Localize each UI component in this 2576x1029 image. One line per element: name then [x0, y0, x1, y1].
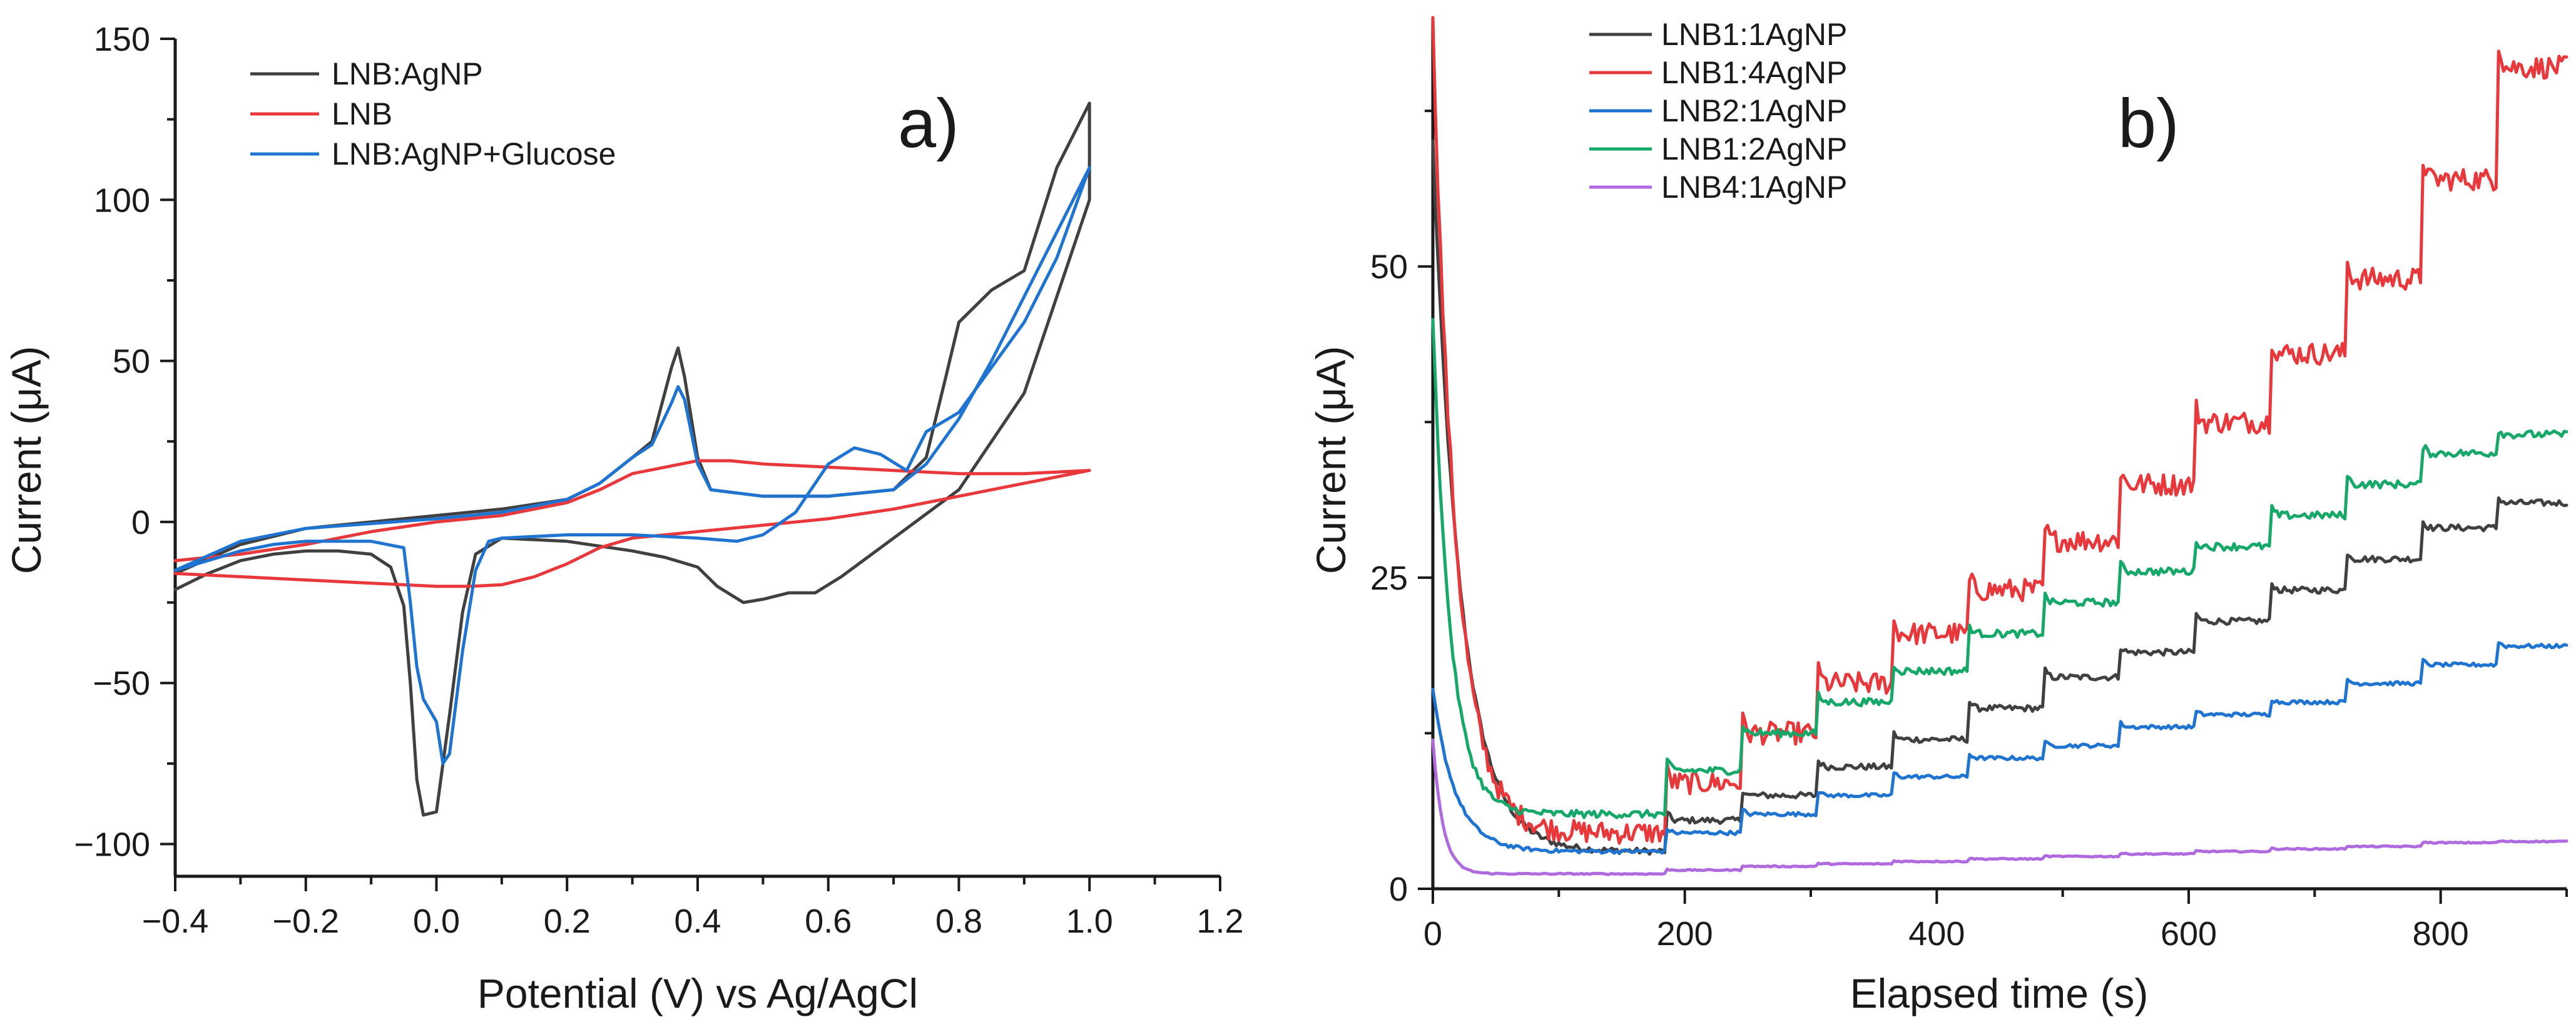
panel-b-x-axis-title: Elapsed time (s): [1850, 970, 2149, 1016]
panel-b-x-tick-label: 800: [2413, 915, 2469, 953]
panel-b-y-axis-title: Current (μA): [1308, 346, 1354, 574]
panel-b-x-tick-label: 200: [1657, 915, 1713, 953]
panel-b-ticks: 0 200 400 600 800 0 25 50: [1370, 110, 2568, 953]
panel-a-y-axis-title: Current (μA): [3, 346, 49, 574]
panel-b-series-lnb2-1agnp: [1431, 641, 2568, 855]
panel-a-y-tick-label: 100: [94, 182, 150, 219]
panel-a-legend: LNB:AgNP LNB LNB:AgNP+Glucose: [250, 56, 616, 172]
panel-a-cv-chart: −0.4 −0.2 0.0 0.2 0.4 0.6 0.8 1.0 1.2 −100 −50 0 50 1…: [3, 21, 1244, 1016]
panel-b-label: b): [2118, 85, 2179, 162]
panel-a-label: a): [898, 85, 959, 162]
panel-b-series-lnb1-2agnp: [1431, 318, 2568, 819]
panel-b-y-tick-label: 50: [1370, 248, 1408, 286]
panel-a-x-tick-label: 1.0: [1066, 903, 1113, 940]
panel-a-ticks: −0.4 −0.2 0.0 0.2 0.4 0.6 0.8 1.0 1.2 −100 −50 0 50 1…: [74, 21, 1243, 940]
panel-b-legend-label: LNB1:4AgNP: [1661, 55, 1847, 90]
panel-a-x-tick-label: 0.8: [935, 903, 982, 940]
panel-a-series-lnb: [173, 459, 1091, 588]
panel-b-x-tick-label: 400: [1908, 915, 1965, 953]
panel-a-x-tick-label: −0.4: [142, 903, 209, 940]
panel-b-x-tick-label: 0: [1423, 915, 1442, 953]
panel-b-series: [1431, 16, 2568, 876]
panel-a-y-tick-label: −50: [93, 665, 150, 702]
panel-a-x-tick-label: 0.4: [674, 903, 721, 940]
panel-a-legend-label: LNB:AgNP+Glucose: [332, 136, 616, 172]
panel-b-y-tick-label: 25: [1370, 560, 1408, 597]
panel-a-x-tick-label: 0.0: [413, 903, 460, 940]
panel-a-series: [173, 101, 1091, 817]
panel-b-x-tick-label: 600: [2161, 915, 2217, 953]
panel-b-legend-label: LNB1:1AgNP: [1661, 17, 1847, 52]
panel-a-legend-label: LNB:AgNP: [332, 56, 483, 91]
panel-a-x-tick-label: 1.2: [1196, 903, 1243, 940]
panel-b-series-lnb1-4agnp: [1431, 16, 2568, 845]
panel-a-x-tick-label: 0.6: [805, 903, 852, 940]
panel-a-x-axis-title: Potential (V) vs Ag/AgCl: [477, 970, 918, 1016]
panel-b-series-lnb4-1agnp: [1431, 738, 2568, 876]
panel-a-legend-label: LNB: [332, 96, 392, 131]
panel-b-legend-label: LNB2:1AgNP: [1661, 93, 1847, 128]
panel-b-y-tick-label: 0: [1389, 871, 1408, 908]
panel-b-series-lnb1-1agnp: [1431, 139, 2568, 856]
panel-b-legend-label: LNB1:2AgNP: [1661, 131, 1847, 166]
panel-a-x-tick-label: 0.2: [544, 903, 591, 940]
panel-b-legend: LNB1:1AgNPLNB1:4AgNPLNB2:1AgNPLNB1:2AgNP…: [1589, 17, 1847, 205]
panel-a-y-tick-label: 0: [131, 504, 150, 541]
panel-a-series-lnb-agnp-glucose: [173, 166, 1091, 765]
panel-a-y-tick-label: −100: [74, 826, 150, 864]
panel-b-legend-label: LNB4:1AgNP: [1661, 170, 1847, 205]
panel-a-x-tick-label: −0.2: [272, 903, 339, 940]
panel-a-y-tick-label: 50: [113, 343, 150, 381]
panel-a-series-lnb-agnp: [173, 101, 1091, 817]
panel-a-y-tick-label: 150: [94, 21, 150, 58]
